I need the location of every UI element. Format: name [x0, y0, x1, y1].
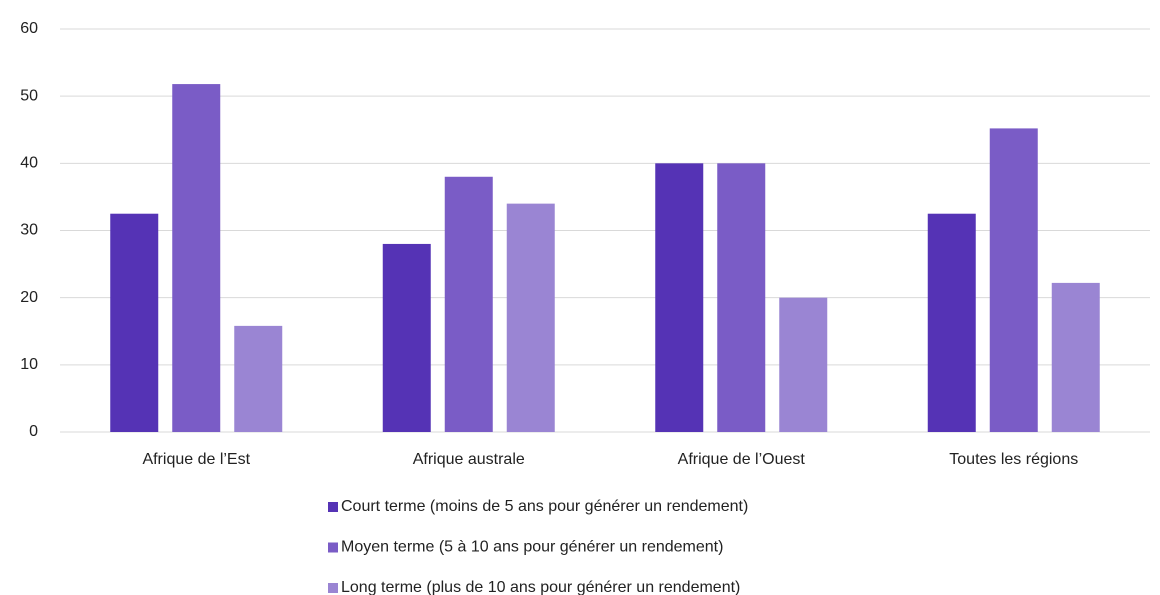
- y-tick-label: 30: [20, 222, 38, 239]
- x-tick-label: Afrique de l’Ouest: [678, 451, 806, 468]
- bar: [172, 84, 221, 433]
- bar: [717, 163, 766, 433]
- legend-swatch: [328, 583, 338, 593]
- bar: [655, 163, 704, 433]
- legend-swatch: [328, 502, 338, 512]
- legend-label: Court terme (moins de 5 ans pour générer…: [341, 498, 748, 515]
- legend-label: Long terme (plus de 10 ans pour générer …: [341, 579, 740, 595]
- bar: [779, 297, 828, 432]
- y-tick-label: 40: [20, 155, 38, 172]
- y-tick-label: 60: [20, 20, 38, 37]
- legend-swatch: [328, 542, 338, 553]
- bar: [506, 203, 555, 432]
- bar: [110, 213, 159, 432]
- bar: [989, 128, 1038, 432]
- bar: [1051, 282, 1100, 432]
- x-tick-label: Toutes les régions: [949, 451, 1078, 468]
- y-tick-label: 50: [20, 87, 38, 104]
- bar: [234, 325, 283, 432]
- x-tick-label: Afrique de l’Est: [142, 451, 250, 468]
- bar: [927, 213, 976, 432]
- bar: [444, 176, 493, 432]
- bar: [382, 243, 431, 432]
- y-tick-label: 0: [29, 423, 38, 440]
- legend-label: Moyen terme (5 à 10 ans pour générer un …: [341, 539, 723, 556]
- x-tick-label: Afrique australe: [413, 451, 525, 468]
- y-tick-label: 10: [20, 356, 38, 373]
- y-tick-label: 20: [20, 289, 38, 306]
